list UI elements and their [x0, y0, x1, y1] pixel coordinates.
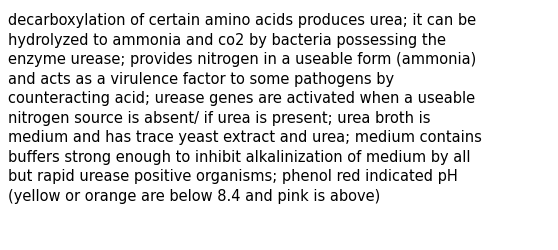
- Text: decarboxylation of certain amino acids produces urea; it can be
hydrolyzed to am: decarboxylation of certain amino acids p…: [8, 13, 482, 203]
